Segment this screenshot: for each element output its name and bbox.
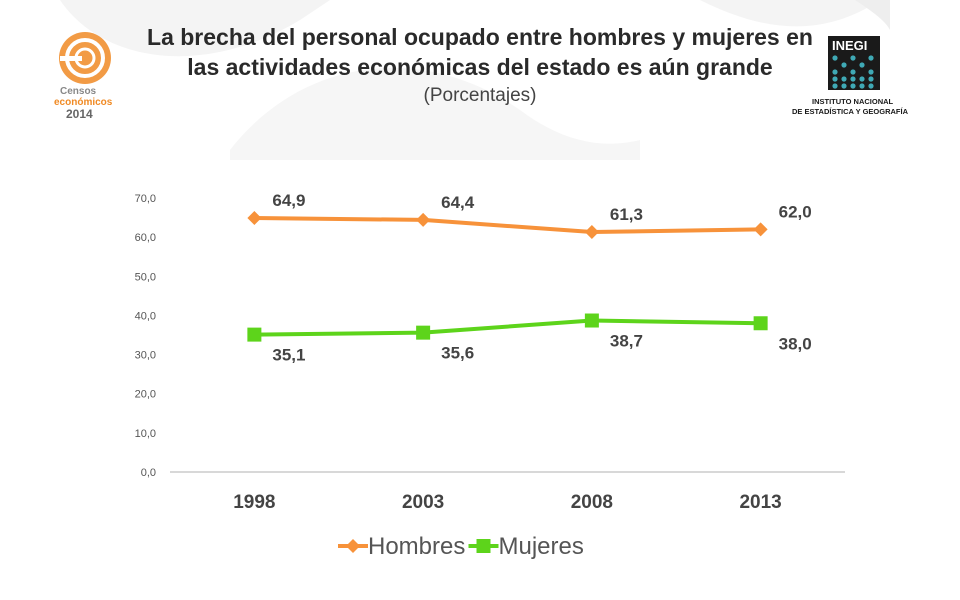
y-tick-label: 40,0	[135, 310, 156, 322]
censos-logo-line-1: Censos	[60, 86, 97, 97]
data-point-mujeres	[416, 325, 431, 340]
header: La brecha del personal ocupado entre hom…	[140, 22, 820, 108]
page-title: La brecha del personal ocupado entre hom…	[147, 24, 813, 80]
series-layer: 64,9 64,4 61,3 62,0 35,1 35,6 38,7 38,0	[247, 191, 812, 365]
y-tick-label: 50,0	[135, 271, 156, 283]
data-point-mujeres	[584, 313, 599, 328]
data-point-hombres	[584, 225, 599, 240]
x-tick-label: 1998	[233, 492, 275, 513]
data-label-mujeres: 38,7	[610, 332, 643, 351]
y-axis: 0,0 10,0 20,0 30,0 40,0 50,0 60,0 70,0	[135, 193, 156, 479]
inegi-logo-acronym: INEGI	[832, 38, 867, 53]
legend-label-mujeres: Mujeres	[499, 533, 584, 560]
y-tick-label: 70,0	[135, 193, 156, 205]
data-label-hombres: 64,4	[441, 193, 475, 212]
series-line-mujeres	[254, 318, 761, 337]
inegi-logo-line-1: INSTITUTO NACIONAL	[812, 97, 894, 106]
legend-marker-mujeres	[476, 539, 491, 553]
data-label-hombres: 64,9	[272, 191, 305, 210]
background-swoosh	[60, 0, 890, 160]
inegi-logo: INEGI INSTITUTO NACIONAL DE ESTADÍSTICA …	[792, 36, 909, 116]
data-label-mujeres: 35,1	[272, 346, 305, 365]
data-label-mujeres: 38,0	[779, 334, 812, 353]
legend: Hombres Mujeres	[338, 533, 584, 560]
legend-label-hombres: Hombres	[368, 533, 465, 560]
x-tick-label: 2008	[571, 492, 613, 513]
data-point-hombres	[416, 212, 431, 227]
x-axis: 1998 2003 2008 2013	[233, 492, 782, 513]
data-point-mujeres	[753, 316, 768, 331]
y-tick-label: 60,0	[135, 232, 156, 244]
data-point-hombres	[753, 222, 768, 237]
data-point-mujeres	[247, 327, 262, 342]
y-tick-label: 0,0	[141, 467, 156, 479]
page-subtitle: (Porcentajes)	[423, 85, 537, 106]
data-label-hombres: 61,3	[610, 205, 643, 224]
y-tick-label: 20,0	[135, 389, 156, 401]
censos-logo-line-2: económicos	[54, 97, 113, 108]
data-label-mujeres: 35,6	[441, 344, 474, 363]
data-point-hombres	[247, 210, 262, 225]
data-label-hombres: 62,0	[779, 202, 812, 221]
series-line-hombres	[254, 215, 761, 235]
censos-economicos-logo: Censos económicos 2014	[54, 32, 113, 121]
legend-marker-hombres	[346, 539, 360, 553]
inegi-logo-line-2: DE ESTADÍSTICA Y GEOGRAFÍA	[792, 107, 909, 116]
y-tick-label: 10,0	[135, 428, 156, 440]
x-tick-label: 2003	[402, 492, 444, 513]
x-tick-label: 2013	[739, 492, 781, 513]
y-tick-label: 30,0	[135, 350, 156, 362]
censos-logo-line-3: 2014	[66, 107, 93, 121]
